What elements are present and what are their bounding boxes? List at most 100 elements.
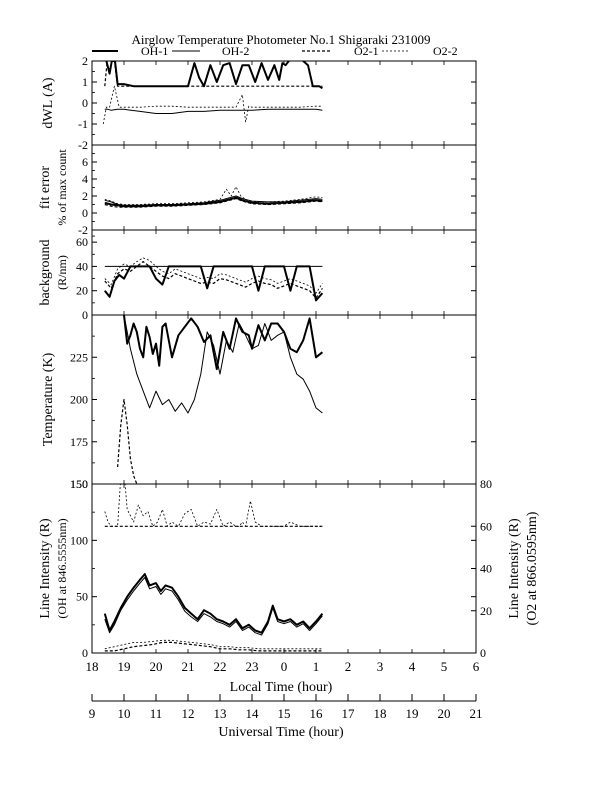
local-time-tick-label: 20 [150, 659, 163, 674]
legend-label-o2-1: O2-1 [354, 44, 379, 58]
panel-fit-error: -2 0 2 4 6 fit error% of max count [38, 144, 477, 237]
y-tick-label: 50 [76, 590, 88, 604]
y-tick-label: 200 [70, 393, 88, 407]
series-line-o2-2 [104, 639, 323, 650]
y-tick-label: 0 [82, 206, 88, 220]
universal-time-tick-label: 20 [438, 706, 451, 721]
y-tick-label: 225 [70, 350, 88, 364]
universal-time-tick-label: 17 [342, 706, 356, 721]
series-line-o2-2 [104, 186, 323, 205]
y-tick-label: 150 [70, 477, 88, 491]
y2-tick-label: 60 [480, 519, 492, 533]
universal-time-tick-label: 14 [246, 706, 260, 721]
y2-tick-label: 20 [480, 604, 492, 618]
y-axis-label: fit error [38, 166, 53, 209]
legend: OH-1 OH-2 O2-1 O2-2 [92, 44, 458, 58]
y-axis-label-2: (OH at 846.5555nm) [55, 518, 69, 618]
series-group [117, 315, 324, 484]
series-line-o2-2-upper [104, 484, 323, 527]
chart-title: Airglow Temperature Photometer No.1 Shig… [132, 32, 431, 47]
series-line-oh-2 [104, 108, 323, 114]
y-tick-label: 0 [82, 646, 88, 660]
legend-label-o2-2: O2-2 [433, 44, 458, 58]
local-time-tick-label: 5 [441, 659, 448, 674]
panel-temperature: 150 175 200 225 Temperature (K) [41, 314, 477, 491]
universal-time-tick-label: 11 [150, 706, 163, 721]
y-tick-label: 20 [76, 284, 88, 298]
universal-time-tick-label: 18 [374, 706, 387, 721]
series-line-oh-1 [105, 61, 323, 90]
y-tick-label: 0 [82, 96, 88, 110]
y2-tick-label: 80 [480, 477, 492, 491]
y2-axis-label: Line Intensity (R) [507, 518, 522, 619]
time-axes: 18 19 20 21 22 23 0 1 2 3 4 5 69 10 11 12 13 14 15 16 17 18 19… [86, 659, 483, 721]
y-axis-label: Temperature (K) [41, 352, 56, 446]
series-group [103, 484, 324, 652]
local-time-label: Local Time (hour) [230, 680, 333, 695]
series-line-o2-1 [104, 641, 323, 652]
series-line-oh-2 [104, 577, 323, 636]
y-tick-label: 40 [76, 259, 88, 273]
y-axis-label-2: (R/nm) [55, 255, 69, 290]
series-line-o2-1 [104, 261, 323, 299]
universal-time-tick-label: 21 [470, 706, 483, 721]
y-tick-label: 2 [82, 189, 88, 203]
y-tick-label: 1 [82, 75, 88, 89]
panel-frame [91, 229, 477, 316]
local-time-tick-label: 3 [377, 659, 384, 674]
y-tick-label: 6 [82, 155, 88, 169]
y2-tick-label: 0 [480, 646, 486, 660]
series-line-oh-2 [123, 315, 323, 414]
y-tick-label: 100 [70, 533, 88, 547]
series-line-o2-1 [104, 61, 323, 87]
legend-label-oh-2: OH-2 [222, 44, 249, 58]
y-tick-label: 175 [70, 435, 88, 449]
local-time-tick-label: 2 [345, 659, 352, 674]
series-group [102, 61, 323, 125]
local-time-tick-label: 21 [182, 659, 195, 674]
universal-time-tick-label: 9 [89, 706, 96, 721]
legend-label-oh-1: OH-1 [141, 44, 168, 58]
y-tick-label: 4 [82, 172, 88, 186]
y-tick-label: -2 [78, 223, 88, 237]
y-tick-label: -1 [78, 117, 88, 131]
local-time-tick-label: 23 [246, 659, 259, 674]
series-line-o2-2 [104, 257, 323, 294]
panel-background: 0 20 40 60 background (R/nm) [38, 229, 477, 322]
local-time-tick-label: 22 [214, 659, 227, 674]
local-time-tick-label: 6 [473, 659, 480, 674]
y-axis-label-2: % of max count [55, 149, 69, 226]
series-group [104, 257, 324, 302]
universal-time-tick-label: 19 [406, 706, 419, 721]
panel-frame [91, 60, 477, 146]
y-tick-label: 2 [82, 54, 88, 68]
series-group [104, 186, 323, 208]
y-axis-label: Line Intensity (R) [38, 518, 53, 619]
panels: -2 -1 0 1 2 dWL (A) -2 0 2 4 6 fit error% of max co… [38, 54, 540, 660]
universal-time-tick-label: 15 [278, 706, 291, 721]
series-line-oh-2 [104, 195, 323, 206]
series-line-o2-1 [117, 398, 138, 484]
series-line-oh-1 [103, 573, 324, 634]
local-time-tick-label: 4 [409, 659, 416, 674]
local-time-tick-label: 19 [118, 659, 131, 674]
universal-time-label: Universal Time (hour) [218, 725, 344, 740]
y-axis-label: dWL (A) [41, 77, 56, 129]
series-line-o2-1 [104, 198, 323, 208]
y-tick-label: 0 [82, 308, 88, 322]
universal-time-tick-label: 12 [182, 706, 195, 721]
panel-frame [91, 144, 477, 231]
universal-time-tick-label: 16 [310, 706, 324, 721]
y-axis-label: background [38, 239, 53, 305]
local-time-tick-label: 0 [281, 659, 288, 674]
local-time-tick-label: 18 [86, 659, 99, 674]
series-line-oh-1 [104, 196, 323, 208]
y-tick-label: 150 [70, 477, 88, 491]
panel-frame [91, 483, 477, 654]
local-time-tick-label: 1 [313, 659, 320, 674]
panel-dwl: -2 -1 0 1 2 dWL (A) [41, 54, 477, 152]
y2-tick-label: 40 [480, 562, 492, 576]
universal-time-tick-label: 13 [214, 706, 227, 721]
